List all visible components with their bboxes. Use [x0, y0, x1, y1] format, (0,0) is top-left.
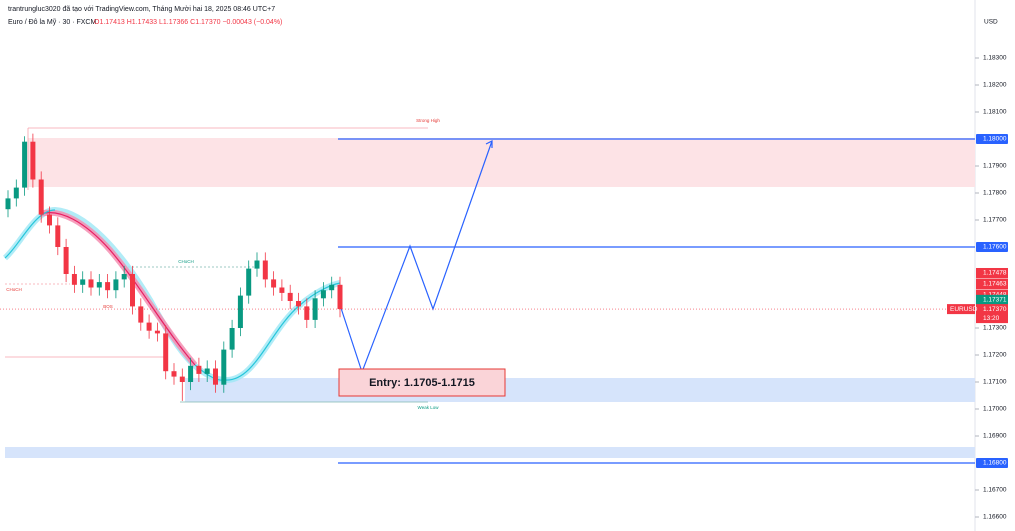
price-tick-label: 1.16700	[983, 487, 1007, 494]
ma-line	[39, 212, 196, 366]
candle-body	[63, 247, 69, 274]
demand-zone	[185, 378, 975, 402]
projection-path	[339, 140, 493, 374]
candle-body	[271, 279, 277, 288]
candle-body	[287, 292, 293, 301]
candle-body	[246, 268, 252, 296]
price-tick-label: 1.16600	[983, 514, 1007, 521]
level-tag-label: 1.17600	[983, 244, 1007, 251]
header-credit: trantrungluc3020 đã tạo với TradingView.…	[8, 6, 275, 13]
strong-high-label: Strong High	[416, 118, 440, 123]
candle-body	[279, 287, 285, 293]
candle-body	[196, 365, 202, 374]
price-tick-label: 1.17300	[983, 325, 1007, 332]
candle-body	[71, 274, 77, 285]
price-tick-label: 1.17000	[983, 406, 1007, 413]
indicator-tag-label: 1.17478	[983, 270, 1007, 277]
candle-body	[221, 349, 227, 385]
projection-arrow	[485, 140, 493, 148]
candle-body	[47, 214, 52, 226]
indicator-tag-label: 1.17463	[983, 281, 1007, 288]
candle-body	[229, 328, 235, 350]
indicator-tag	[976, 267, 1008, 279]
candle-body	[138, 306, 144, 323]
price-tick-label: 1.18300	[983, 55, 1007, 62]
candle-body	[121, 274, 127, 280]
header-ohlc: O1.17413 H1.17433 L1.17366 C1.17370 −0.0…	[94, 19, 282, 26]
candle-body	[5, 198, 11, 210]
candle-body	[22, 141, 28, 188]
candle-body	[130, 274, 135, 307]
candle-body	[337, 284, 343, 310]
last-price-tag	[976, 304, 1008, 324]
weak-low-label: Weak Low	[418, 405, 440, 410]
entry-label: Entry: 1.1705-1.1715	[369, 377, 475, 389]
price-tick-label: 1.18100	[983, 109, 1007, 116]
level-tag	[976, 134, 1008, 144]
candle-body	[154, 330, 160, 334]
candle-body	[163, 333, 169, 372]
candle-body	[329, 284, 335, 291]
candle-body	[179, 376, 185, 382]
candle-body	[88, 279, 94, 288]
candle-body	[296, 301, 301, 307]
level-tag	[976, 242, 1008, 252]
level-tag-label: 1.16800	[983, 460, 1007, 467]
level-tag-label: 1.18000	[983, 136, 1007, 143]
candle-body	[171, 371, 177, 377]
candle-body	[38, 179, 44, 215]
supply-zone	[28, 138, 975, 187]
choch-label: CHoCH	[178, 259, 194, 264]
candle-body	[13, 187, 19, 199]
candle-body	[213, 368, 218, 385]
candle-body	[105, 282, 111, 291]
price-tick-label: 1.17200	[983, 352, 1007, 359]
candle-body	[262, 260, 268, 280]
symbol-tag	[947, 304, 975, 315]
candle-body	[237, 295, 243, 328]
last-price-label: 1.17370	[983, 306, 1007, 313]
candle-body	[304, 306, 310, 320]
header-symbol: Euro / Đô la Mỹ · 30 · FXCM	[8, 19, 96, 26]
prev-close-tag	[976, 294, 1008, 305]
level-tag	[976, 458, 1008, 468]
price-tick-label: 1.17900	[983, 163, 1007, 170]
entry-box	[338, 368, 506, 397]
candle-body	[80, 279, 86, 285]
price-tick-label: 1.16900	[983, 433, 1007, 440]
candle-body	[113, 279, 119, 291]
price-tick-label: 1.18200	[983, 82, 1007, 89]
choch-label: CHoCH	[6, 287, 22, 292]
candle-body	[320, 290, 326, 299]
candle-body	[30, 141, 36, 180]
candle-body	[146, 322, 152, 331]
prev-close-label: 1.17371	[983, 297, 1007, 304]
candle-body	[55, 225, 61, 247]
indicator-tag	[976, 278, 1008, 290]
candle-body	[96, 282, 102, 288]
bos-label: BOS	[103, 304, 113, 309]
symbol-tag-label: EURUSD	[950, 306, 978, 313]
candle-body	[312, 298, 318, 320]
candle-body	[254, 260, 260, 269]
price-tick-label: 1.17700	[983, 217, 1007, 224]
countdown-label: 13:20	[983, 315, 1000, 322]
candle-body	[188, 365, 194, 382]
price-tick-label: 1.17800	[983, 190, 1007, 197]
candle-body	[204, 368, 210, 374]
currency-label: USD	[984, 19, 998, 26]
price-tick-label: 1.17100	[983, 379, 1007, 386]
lower-zone	[5, 447, 975, 458]
